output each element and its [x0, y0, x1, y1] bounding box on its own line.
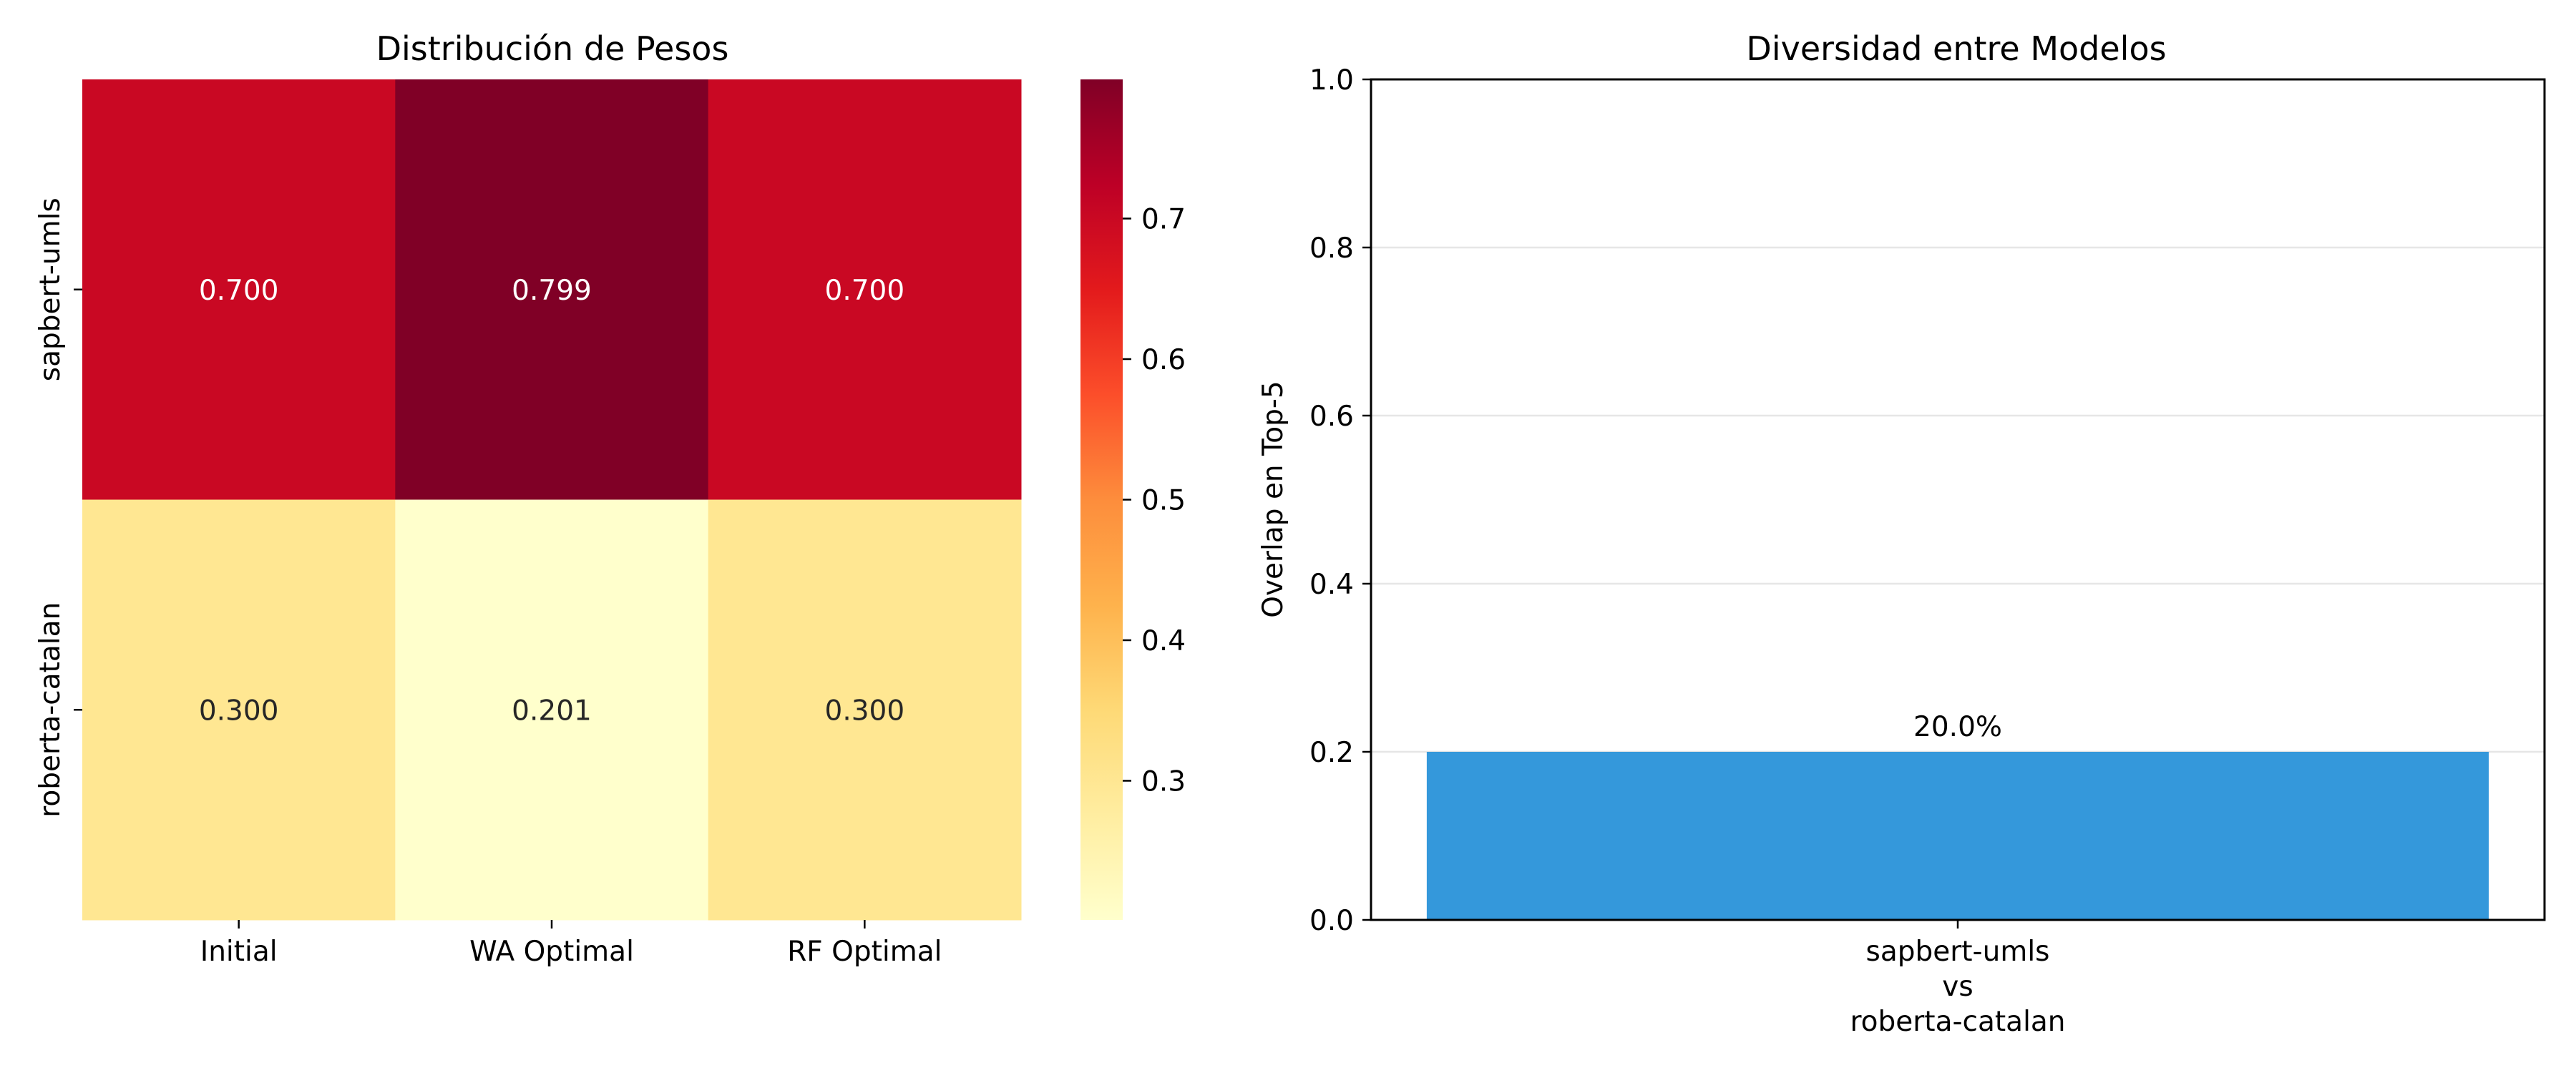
bar-panel: Diversidad entre Modelos 20.0% 0.0 0.2 0.4… — [1257, 29, 2546, 1038]
bar-y-tick-label: 0.0 — [1309, 905, 1354, 937]
bar-y-tick-label: 0.4 — [1309, 569, 1354, 601]
bar-y-tick-label: 1.0 — [1309, 64, 1354, 97]
heatmap-annotations: 0.700 0.799 0.700 0.300 0.201 0.300 — [199, 275, 904, 727]
bar-y-tick-label: 0.6 — [1309, 401, 1354, 433]
colorbar-tick-label: 0.5 — [1141, 485, 1186, 517]
heatmap-cell-label: 0.300 — [199, 695, 279, 727]
heatmap-cell-label: 0.300 — [825, 695, 905, 727]
heatmap-y-tick-label: roberta-catalan — [34, 602, 67, 818]
bar-x-tick-label: roberta-catalan — [1850, 1006, 2065, 1038]
heatmap-title: Distribución de Pesos — [376, 29, 729, 68]
colorbar-tick-label: 0.3 — [1141, 765, 1186, 798]
bar-title: Diversidad entre Modelos — [1746, 29, 2166, 68]
bar-x-tick-label: sapbert-umls — [1866, 936, 2050, 968]
bar-ylabel: Overlap en Top-5 — [1257, 381, 1289, 618]
colorbar-ticks: 0.3 0.4 0.5 0.6 0.7 — [1123, 204, 1186, 798]
heatmap-x-tick-label: RF Optimal — [787, 936, 942, 968]
colorbar-tick-label: 0.4 — [1141, 625, 1186, 657]
bar-y-tick-label: 0.8 — [1309, 232, 1354, 265]
heatmap-panel: Distribución de Pesos 0.700 0.799 0.700 0.3… — [34, 29, 1022, 968]
colorbar-gradient — [1080, 79, 1123, 920]
heatmap-x-axis: Initial WA Optimal RF Optimal — [200, 920, 942, 968]
bar-value-label: 20.0% — [1913, 711, 2002, 743]
bar-y-tick-label: 0.2 — [1309, 737, 1354, 769]
heatmap-cell — [395, 499, 709, 921]
heatmap-cell — [708, 499, 1022, 921]
bar-marks: 20.0% — [1426, 711, 2489, 920]
heatmap-cell — [82, 499, 396, 921]
bar-x-tick-label: vs — [1942, 971, 1973, 1003]
colorbar: 0.3 0.4 0.5 0.6 0.7 — [1080, 79, 1186, 920]
heatmap-y-axis: sapbert-umls roberta-catalan — [34, 197, 82, 818]
heatmap-cell-label: 0.700 — [199, 275, 279, 307]
heatmap-x-tick-label: WA Optimal — [469, 936, 634, 968]
bar-y-axis: 0.0 0.2 0.4 0.6 0.8 1.0 — [1309, 64, 1371, 937]
heatmap-cell — [82, 79, 396, 500]
colorbar-tick-label: 0.7 — [1141, 204, 1186, 236]
heatmap-cell — [395, 79, 709, 500]
heatmap-cell-label: 0.700 — [825, 275, 905, 307]
heatmap-cell-label: 0.799 — [512, 275, 592, 307]
heatmap-cell-label: 0.201 — [512, 695, 592, 727]
heatmap-cells — [82, 79, 1022, 921]
heatmap-y-tick-label: sapbert-umls — [34, 197, 67, 381]
colorbar-tick-label: 0.6 — [1141, 344, 1186, 376]
bar — [1426, 752, 2489, 920]
heatmap-x-tick-label: Initial — [200, 936, 278, 968]
heatmap-cell — [708, 79, 1022, 500]
